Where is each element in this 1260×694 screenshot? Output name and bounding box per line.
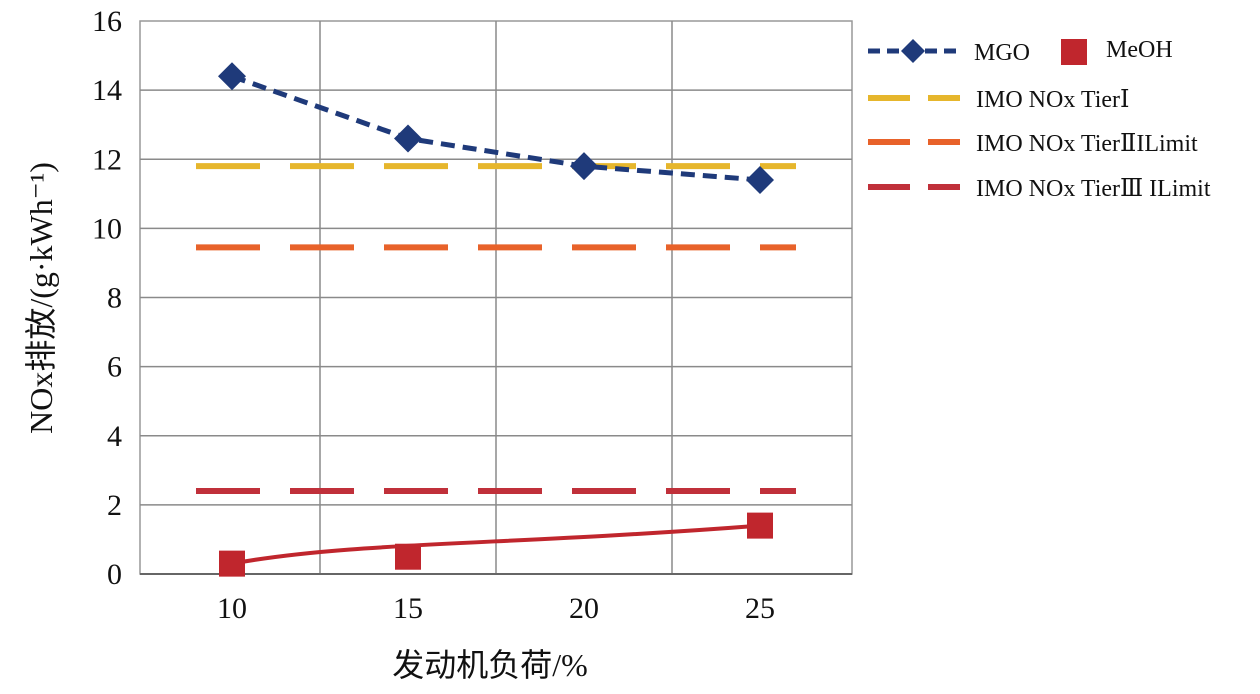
data-point-meoh [395, 543, 421, 570]
y-tick-label: 14 [92, 74, 122, 107]
series-line-mgo [231, 73, 761, 183]
x-tick-label: 15 [393, 592, 423, 625]
x-axis-ticks: 10 15 20 25 [217, 592, 775, 625]
legend-label-tier-2: IMO NOx TierⅡILimit [976, 131, 1198, 157]
y-axis-title: NOx排放/(g·kWh⁻¹) [23, 162, 59, 434]
legend-marker-mgo [901, 39, 925, 63]
y-tick-label: 2 [107, 489, 122, 522]
legend-marker-meoh [1061, 39, 1087, 65]
legend: MGO MeOH IMO NOx TierⅠ IMO NOx TierⅡILim… [868, 37, 1211, 202]
legend-label-tier-1: IMO NOx TierⅠ [976, 87, 1130, 113]
gridlines [140, 21, 852, 575]
x-axis-title: 发动机负荷/% [392, 647, 588, 683]
legend-label-tier-3: IMO NOx TierⅢ ILimit [976, 176, 1211, 202]
data-point-mgo [218, 62, 246, 91]
y-tick-label: 4 [107, 420, 122, 453]
series-layer [196, 62, 796, 577]
y-tick-label: 10 [92, 212, 122, 245]
legend-label-meoh: MeOH [1106, 37, 1173, 63]
data-point-mgo [746, 165, 774, 194]
x-tick-label: 20 [569, 592, 599, 625]
y-tick-label: 16 [92, 5, 122, 38]
y-tick-label: 6 [107, 351, 122, 384]
y-tick-label: 0 [107, 558, 122, 591]
data-point-mgo [570, 152, 598, 181]
data-point-meoh [219, 550, 245, 577]
x-tick-label: 25 [745, 592, 775, 625]
data-point-meoh [747, 512, 773, 539]
legend-label-mgo: MGO [974, 40, 1030, 66]
y-axis-ticks: 0 2 4 6 8 10 12 14 16 [92, 5, 122, 591]
data-point-mgo [394, 124, 422, 153]
series-line-meoh [231, 523, 761, 566]
y-tick-label: 8 [107, 282, 122, 315]
y-tick-label: 12 [92, 143, 122, 176]
x-tick-label: 10 [217, 592, 247, 625]
